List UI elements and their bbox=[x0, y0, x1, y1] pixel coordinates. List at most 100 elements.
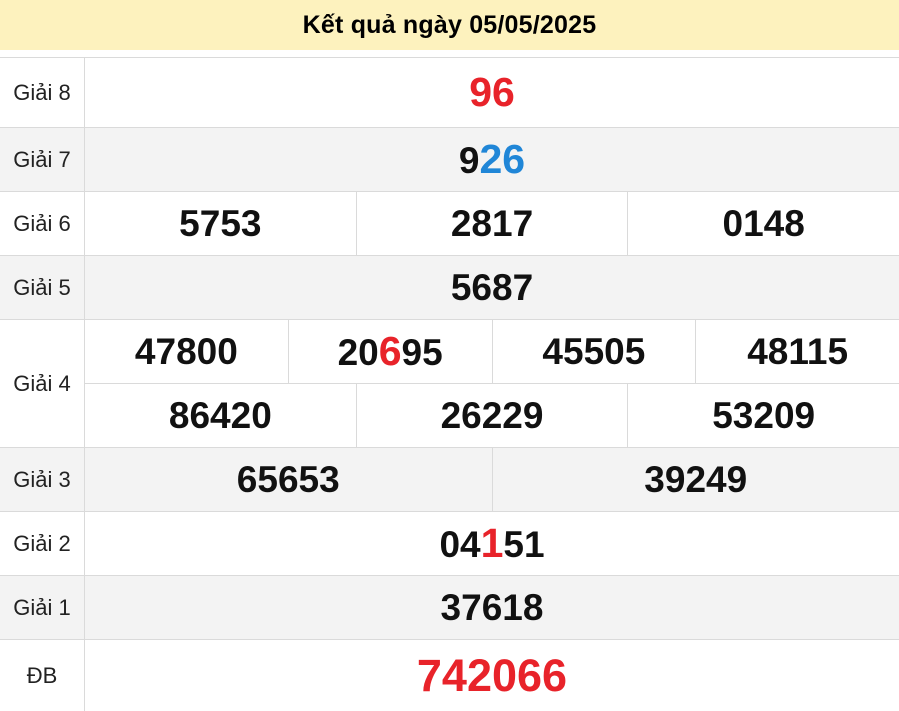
prize-label: Giải 1 bbox=[0, 576, 85, 639]
prize-number-cell: 0148 bbox=[627, 192, 899, 255]
digit-segment: 742066 bbox=[416, 650, 568, 701]
digit-segment: 26 bbox=[479, 136, 526, 182]
table-row: Giải 5 5687 bbox=[0, 255, 899, 319]
digit-segment: 53209 bbox=[712, 395, 816, 436]
prize-number: 65653 bbox=[237, 461, 340, 498]
prize-values: 47800 20695 45505 48115 86420 26229 53209 bbox=[85, 320, 899, 447]
prize-number-cell: 04151 bbox=[85, 512, 899, 575]
prize-number: 39249 bbox=[644, 461, 747, 498]
prize-number: 04151 bbox=[439, 523, 544, 564]
digit-segment: 9 bbox=[458, 140, 480, 181]
prize-line: 96 bbox=[85, 58, 899, 127]
prize-line: 65653 39249 bbox=[85, 448, 899, 511]
prize-number-cell: 742066 bbox=[85, 640, 899, 711]
prize-label: Giải 2 bbox=[0, 512, 85, 575]
digit-segment: 26229 bbox=[440, 395, 544, 436]
prize-number: 5753 bbox=[179, 205, 261, 242]
prize-number: 37618 bbox=[441, 589, 544, 626]
prize-values: 96 bbox=[85, 58, 899, 127]
prize-line: 5753 2817 0148 bbox=[85, 192, 899, 255]
prize-line: 04151 bbox=[85, 512, 899, 575]
prize-line: 86420 26229 53209 bbox=[85, 383, 899, 447]
prize-line: 742066 bbox=[85, 640, 899, 711]
prize-number: 96 bbox=[469, 72, 515, 113]
prize-label: Giải 8 bbox=[0, 58, 85, 127]
prize-number: 20695 bbox=[338, 331, 443, 372]
digit-segment: 20 bbox=[337, 332, 379, 373]
prize-number-cell: 65653 bbox=[85, 448, 492, 511]
prize-line: 5687 bbox=[85, 256, 899, 319]
table-row: Giải 8 96 bbox=[0, 57, 899, 127]
prize-number: 742066 bbox=[417, 653, 567, 698]
prize-number-cell: 20695 bbox=[287, 320, 492, 383]
prize-number: 26229 bbox=[441, 397, 544, 434]
digit-segment: 51 bbox=[503, 524, 545, 565]
prize-number-cell: 39249 bbox=[491, 448, 899, 511]
digit-segment: 0148 bbox=[722, 203, 805, 244]
prize-number-cell: 86420 bbox=[85, 384, 356, 447]
digit-segment: 5687 bbox=[450, 267, 534, 308]
prize-number-cell: 37618 bbox=[85, 576, 899, 639]
prize-values: 5687 bbox=[85, 256, 899, 319]
digit-segment: 65653 bbox=[236, 459, 340, 500]
prize-number: 45505 bbox=[542, 333, 645, 370]
prize-number-cell: 5753 bbox=[85, 192, 356, 255]
prize-number: 86420 bbox=[169, 397, 272, 434]
page-title: Kết quả ngày 05/05/2025 bbox=[302, 10, 597, 39]
digit-segment: 2817 bbox=[450, 203, 534, 244]
prize-number-cell: 47800 bbox=[85, 320, 288, 383]
digit-segment: 86420 bbox=[168, 395, 272, 436]
table-row: Giải 6 5753 2817 0148 bbox=[0, 191, 899, 255]
prize-values: 742066 bbox=[85, 640, 899, 711]
prize-line: 37618 bbox=[85, 576, 899, 639]
prize-values: 37618 bbox=[85, 576, 899, 639]
prize-number-cell: 2817 bbox=[355, 192, 628, 255]
results-header-bar: Kết quả ngày 05/05/2025 bbox=[0, 0, 899, 50]
digit-segment: 6 bbox=[378, 328, 402, 374]
table-row: Giải 2 04151 bbox=[0, 511, 899, 575]
digit-segment: 39249 bbox=[644, 459, 748, 500]
prize-values: 04151 bbox=[85, 512, 899, 575]
digit-segment: 47800 bbox=[134, 331, 238, 372]
digit-segment: 48115 bbox=[747, 331, 849, 372]
prize-number-cell: 53209 bbox=[627, 384, 899, 447]
header-divider bbox=[0, 50, 899, 57]
digit-segment: 96 bbox=[469, 69, 515, 115]
prize-number: 0148 bbox=[723, 205, 805, 242]
prize-number-cell: 5687 bbox=[85, 256, 899, 319]
digit-segment: 1 bbox=[480, 520, 504, 566]
prize-label: Giải 4 bbox=[0, 320, 85, 447]
prize-line: 926 bbox=[85, 128, 899, 191]
digit-segment: 95 bbox=[401, 332, 443, 373]
prize-values: 926 bbox=[85, 128, 899, 191]
prize-label: ĐB bbox=[0, 640, 85, 711]
prize-number-cell: 96 bbox=[85, 58, 899, 127]
prize-number-cell: 26229 bbox=[355, 384, 628, 447]
prize-number: 926 bbox=[459, 139, 525, 180]
prize-label: Giải 3 bbox=[0, 448, 85, 511]
table-row: Giải 4 47800 20695 45505 48115 86420 26229 5320… bbox=[0, 319, 899, 447]
prize-number-cell: 48115 bbox=[695, 320, 899, 383]
prize-number: 5687 bbox=[451, 269, 533, 306]
prize-values: 65653 39249 bbox=[85, 448, 899, 511]
digit-segment: 5753 bbox=[179, 203, 262, 244]
table-row: Giải 7 926 bbox=[0, 127, 899, 191]
prize-number: 2817 bbox=[451, 205, 533, 242]
prize-label: Giải 7 bbox=[0, 128, 85, 191]
prize-number: 53209 bbox=[712, 397, 815, 434]
table-row: ĐB 742066 bbox=[0, 639, 899, 711]
prize-number: 47800 bbox=[135, 333, 238, 370]
prize-label: Giải 5 bbox=[0, 256, 85, 319]
table-row: Giải 1 37618 bbox=[0, 575, 899, 639]
prize-label: Giải 6 bbox=[0, 192, 85, 255]
lottery-results-table: Giải 8 96 Giải 7 926 Giải 6 5753 2817 0148 Giải … bbox=[0, 57, 899, 711]
prize-number-cell: 45505 bbox=[491, 320, 696, 383]
prize-values: 5753 2817 0148 bbox=[85, 192, 899, 255]
table-row: Giải 3 65653 39249 bbox=[0, 447, 899, 511]
prize-number: 48115 bbox=[747, 333, 848, 370]
prize-number-cell: 926 bbox=[85, 128, 899, 191]
digit-segment: 04 bbox=[439, 524, 481, 565]
digit-segment: 37618 bbox=[440, 587, 544, 628]
digit-segment: 45505 bbox=[542, 331, 646, 372]
prize-line: 47800 20695 45505 48115 bbox=[85, 320, 899, 383]
